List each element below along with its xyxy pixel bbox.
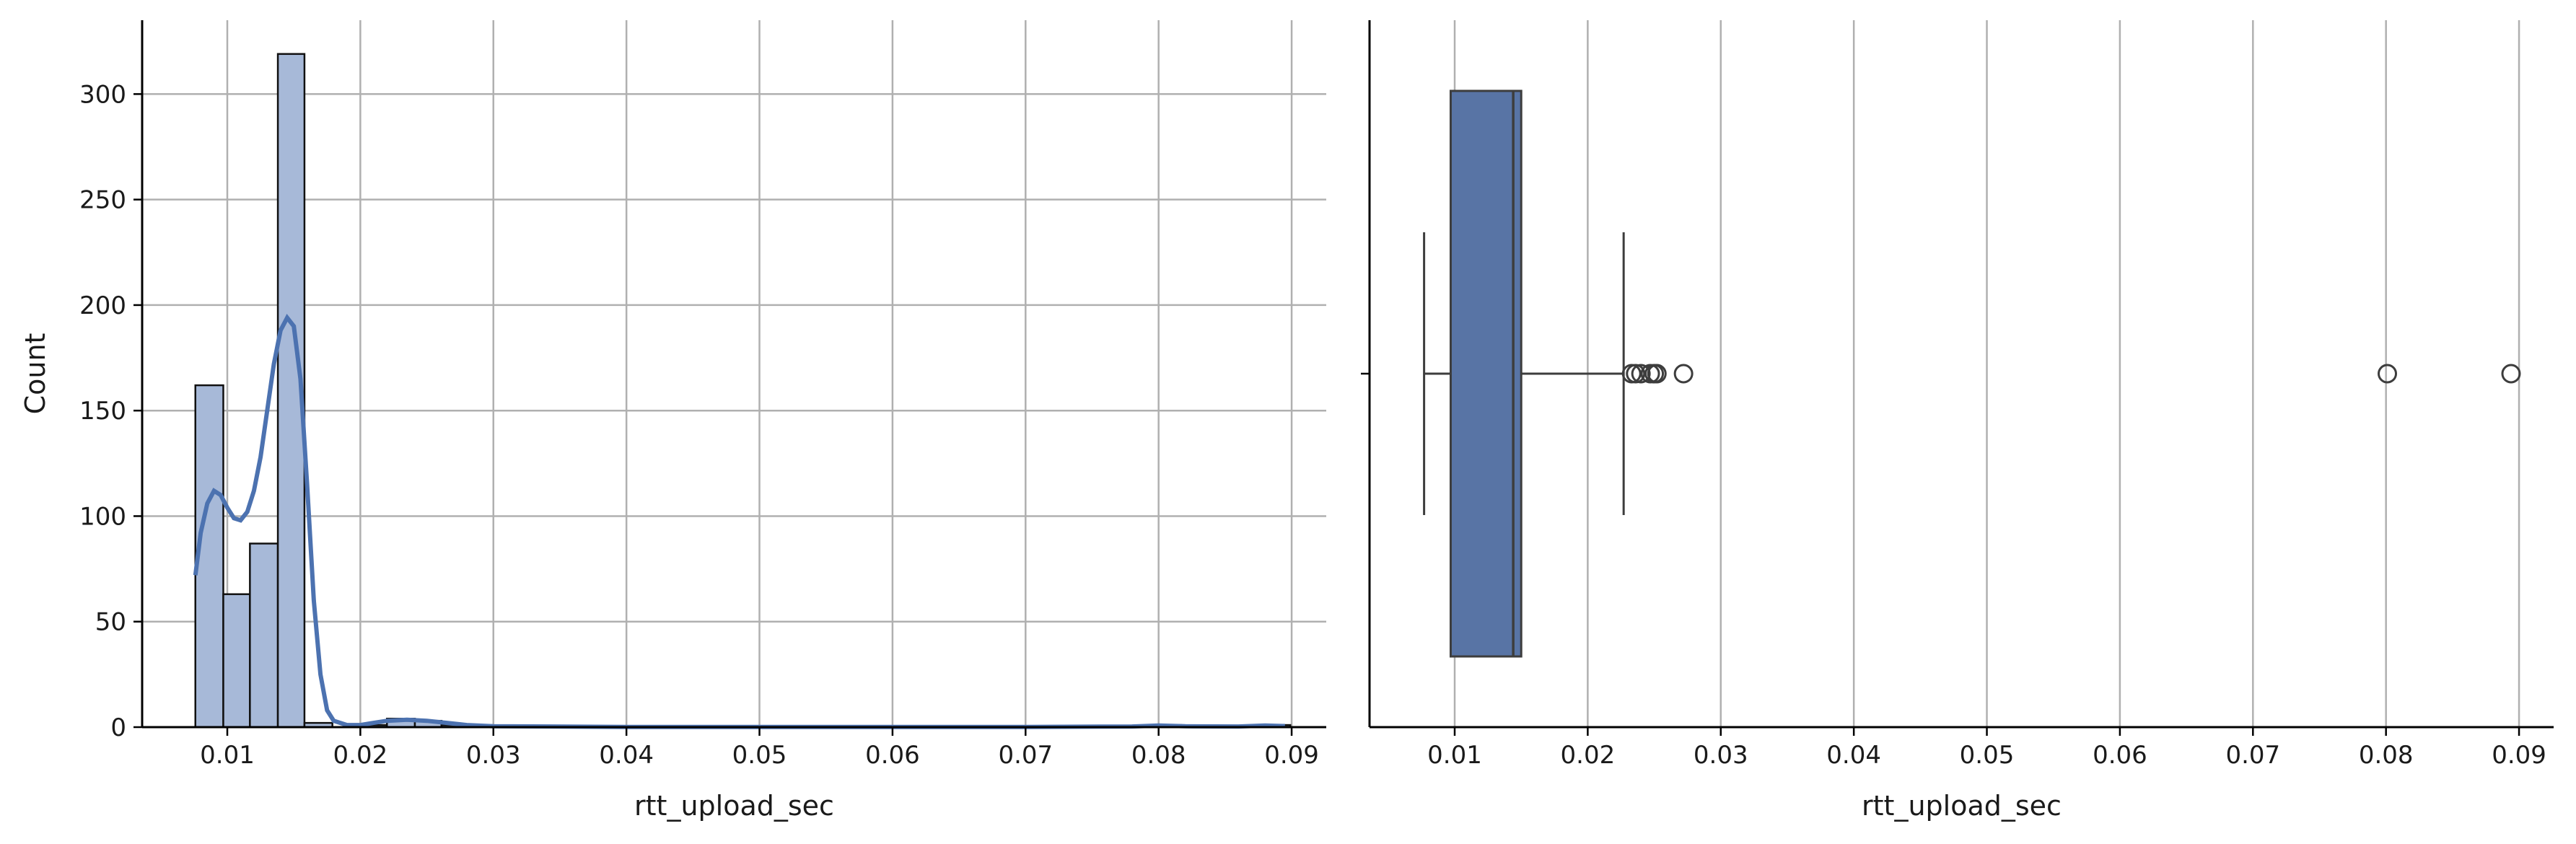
boxplot-x-tick-label: 0.08	[2359, 741, 2414, 770]
boxplot-axes	[1361, 20, 2554, 729]
boxplot-x-tick-label: 0.05	[1960, 741, 2015, 770]
histogram-y-tick-label: 100	[79, 502, 126, 531]
boxplot-x-tick-label: 0.01	[1427, 741, 1482, 770]
outlier-point	[1626, 364, 1646, 384]
histogram-axes	[141, 20, 1326, 729]
histogram-y-ticks: 0 50 100 150 200 250 300	[79, 80, 142, 742]
histogram-panel: 0.01 0.02 0.03 0.04 0.05 0.06 0.07 0.08 0.09 0 50…	[19, 20, 1326, 822]
histogram-y-tick-label: 200	[79, 291, 126, 320]
boxplot-marks	[1423, 89, 1625, 658]
boxplot-panel: 0.01 0.02 0.03 0.04 0.05 0.06 0.07 0.08 0.09 rtt…	[1361, 20, 2554, 822]
outlier-point	[1631, 364, 1651, 384]
histogram-x-tick-label: 0.03	[466, 741, 521, 770]
histogram-bar	[222, 593, 251, 729]
histogram-y-tick-label: 250	[79, 186, 126, 215]
boxplot-x-tick-label: 0.06	[2093, 741, 2147, 770]
boxplot-x-tick-label: 0.07	[2225, 741, 2280, 770]
histogram-y-tick-label: 50	[95, 608, 126, 637]
outlier-point	[2378, 364, 2398, 384]
boxplot-x-ticks: 0.01 0.02 0.03 0.04 0.05 0.06 0.07 0.08 0.09	[1427, 727, 2546, 770]
boxplot-x-tick-label: 0.02	[1561, 741, 1616, 770]
histogram-y-axis-title: Count	[19, 333, 51, 415]
histogram-y-tick-label: 150	[79, 397, 126, 426]
histogram-x-ticks: 0.01 0.02 0.03 0.04 0.05 0.06 0.07 0.08 0.09	[200, 727, 1319, 770]
boxplot-x-tick-label: 0.04	[1826, 741, 1881, 770]
outlier-point	[1647, 364, 1667, 384]
boxplot-x-tick-label: 0.09	[2492, 741, 2546, 770]
boxplot-x-axis-title: rtt_upload_sec	[1862, 790, 2062, 822]
boxplot-x-tick-label: 0.03	[1694, 741, 1748, 770]
outlier-point	[2501, 364, 2521, 384]
boxplot-outliers	[1621, 364, 2521, 384]
histogram-x-tick-label: 0.08	[1131, 741, 1186, 770]
histogram-grid	[142, 20, 1326, 729]
histogram-x-axis-title: rtt_upload_sec	[634, 790, 834, 822]
histogram-y-tick-label: 300	[79, 80, 126, 109]
histogram-x-tick-label: 0.01	[200, 741, 255, 770]
histogram-bar	[249, 542, 279, 729]
kde-curve	[193, 314, 1285, 729]
box-iqr	[1449, 89, 1523, 658]
outlier-point	[1673, 364, 1694, 384]
histogram-x-tick-label: 0.06	[865, 741, 920, 770]
histogram-y-tick-label: 0	[110, 713, 126, 742]
histogram-x-tick-label: 0.02	[333, 741, 388, 770]
histogram-x-tick-label: 0.05	[732, 741, 787, 770]
histogram-x-tick-label: 0.04	[599, 741, 654, 770]
histogram-x-tick-label: 0.07	[998, 741, 1053, 770]
histogram-x-tick-label: 0.09	[1264, 741, 1319, 770]
histogram-bars	[194, 53, 1292, 729]
